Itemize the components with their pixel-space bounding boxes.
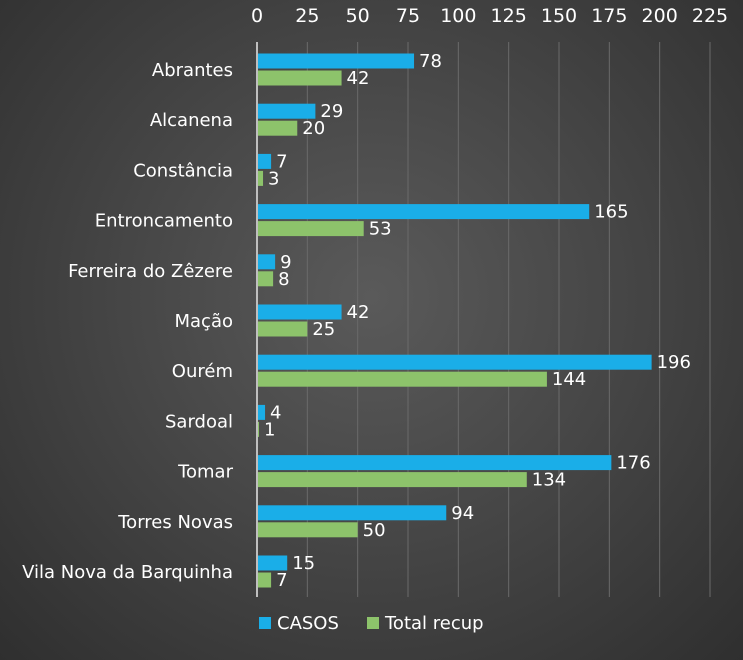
bar-casos [258, 53, 415, 69]
data-label: 42 [347, 68, 370, 89]
category-label: Ourém [172, 361, 233, 382]
data-label: 9 [280, 252, 291, 273]
data-label: 94 [451, 503, 474, 524]
data-label: 50 [363, 520, 386, 541]
x-tick-label: 50 [346, 5, 370, 27]
category-label: Ferreira do Zêzere [68, 261, 233, 282]
legend-swatch [259, 617, 271, 629]
data-label: 1 [264, 419, 275, 440]
bar-total-recup [258, 472, 527, 488]
bar-casos [258, 555, 288, 571]
x-tick-label: 150 [541, 5, 577, 27]
data-label: 134 [532, 470, 566, 491]
data-label: 25 [312, 319, 335, 340]
bar-casos [258, 204, 590, 220]
data-label: 176 [616, 453, 650, 474]
bar-total-recup [258, 221, 364, 237]
data-label: 8 [278, 269, 289, 290]
data-label: 29 [320, 101, 343, 122]
bar-total-recup [258, 572, 272, 588]
bar-total-recup [258, 271, 274, 287]
legend-entry: Total recup [384, 613, 484, 634]
data-label: 53 [369, 219, 392, 240]
category-label: Entroncamento [95, 211, 233, 232]
bar-casos [258, 354, 652, 370]
category-label: Vila Nova da Barquinha [22, 562, 233, 583]
category-label: Tomar [177, 462, 234, 483]
bar-casos [258, 304, 342, 320]
bar-total-recup [258, 70, 342, 86]
bar-casos [258, 254, 276, 270]
bar-casos [258, 505, 447, 521]
data-label: 4 [270, 402, 281, 423]
data-label: 3 [268, 168, 279, 189]
x-tick-label: 75 [396, 5, 420, 27]
legend-swatch [367, 617, 379, 629]
data-label: 42 [347, 302, 370, 323]
data-label: 15 [292, 553, 315, 574]
category-label: Mação [175, 311, 234, 332]
x-tick-label: 200 [642, 5, 678, 27]
legend-entry: CASOS [277, 613, 339, 634]
bar-casos [258, 153, 272, 169]
data-label: 7 [276, 151, 287, 172]
bar-total-recup [258, 321, 308, 337]
bar-casos [258, 103, 316, 119]
data-label: 165 [594, 202, 628, 223]
data-label: 144 [552, 369, 586, 390]
x-tick-label: 225 [692, 5, 728, 27]
x-tick-label: 175 [591, 5, 627, 27]
category-label: Alcanena [150, 110, 233, 131]
bar-total-recup [258, 371, 547, 387]
x-tick-label: 100 [440, 5, 476, 27]
data-label: 20 [302, 118, 325, 139]
bar-casos [258, 404, 266, 420]
data-label: 196 [657, 352, 691, 373]
x-tick-label: 125 [491, 5, 527, 27]
bar-total-recup [258, 120, 298, 136]
data-label: 78 [419, 51, 442, 72]
data-label: 7 [276, 570, 287, 591]
bar-total-recup [258, 421, 260, 437]
category-label: Abrantes [152, 60, 233, 81]
x-tick-label: 0 [251, 5, 263, 27]
x-tick-label: 25 [295, 5, 319, 27]
category-label: Sardoal [165, 411, 233, 432]
category-label: Constância [133, 160, 233, 181]
category-label: Torres Novas [117, 512, 233, 533]
bar-total-recup [258, 522, 358, 538]
bar-casos [258, 455, 612, 471]
bar-total-recup [258, 170, 264, 186]
